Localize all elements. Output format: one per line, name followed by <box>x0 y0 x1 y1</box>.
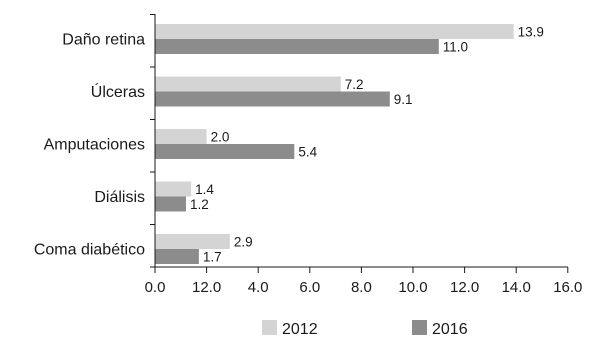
x-tick-label-0: 0.0 <box>145 279 166 296</box>
data-label-series0-0: 13.9 <box>518 25 544 40</box>
data-label-series0-2: 2.0 <box>211 130 230 145</box>
category-label-0: Daño retina <box>62 32 145 49</box>
x-tick-label-2: 4.0 <box>248 279 269 296</box>
bar-second-series-2 <box>155 144 295 159</box>
axes-group <box>150 14 569 273</box>
data-label-series0-3: 1.4 <box>195 182 214 197</box>
legend: 2012 2016 <box>262 320 468 338</box>
bar-second-series-3 <box>155 196 186 212</box>
legend-swatch-0 <box>262 320 277 335</box>
legend-swatch-1 <box>412 320 427 335</box>
data-label-series0-1: 7.2 <box>345 77 364 92</box>
data-label-series1-2: 5.4 <box>298 145 317 160</box>
category-label-2: Amputaciones <box>44 137 145 154</box>
legend-label-0: 2012 <box>282 321 318 338</box>
x-tick-label-1: 12.0 <box>192 279 221 296</box>
bars-group <box>155 24 514 264</box>
bar-second-series-0 <box>155 39 439 54</box>
category-label-3: Diálisis <box>94 189 145 206</box>
data-label-series1-1: 9.1 <box>394 92 413 107</box>
bar-first-series-0 <box>155 24 514 39</box>
bar-second-series-4 <box>155 249 199 264</box>
labels-group: 13.9 11.0 Daño retina 7.2 9.1 Úlceras 2.0 5.4 Am… <box>34 25 583 297</box>
bar-first-series-4 <box>155 234 230 249</box>
data-label-series1-4: 1.7 <box>203 250 222 265</box>
data-label-series1-0: 11.0 <box>443 40 468 55</box>
bar-second-series-1 <box>155 91 390 107</box>
category-label-4: Coma diabético <box>34 242 145 259</box>
x-tick-label-4: 8.0 <box>351 279 372 296</box>
legend-label-1: 2016 <box>432 321 468 338</box>
x-tick-label-5: 10.0 <box>398 279 427 296</box>
bar-first-series-3 <box>155 181 192 197</box>
data-label-series1-3: 1.2 <box>190 197 209 212</box>
bar-first-series-1 <box>155 76 341 92</box>
x-tick-label-3: 6.0 <box>299 279 320 296</box>
x-tick-label-8: 16.0 <box>553 279 582 296</box>
bar-first-series-2 <box>155 129 207 144</box>
x-tick-label-7: 14.0 <box>502 279 531 296</box>
data-label-series0-4: 2.9 <box>234 235 253 250</box>
x-tick-label-6: 12.0 <box>450 279 479 296</box>
category-label-1: Úlceras <box>91 82 145 101</box>
